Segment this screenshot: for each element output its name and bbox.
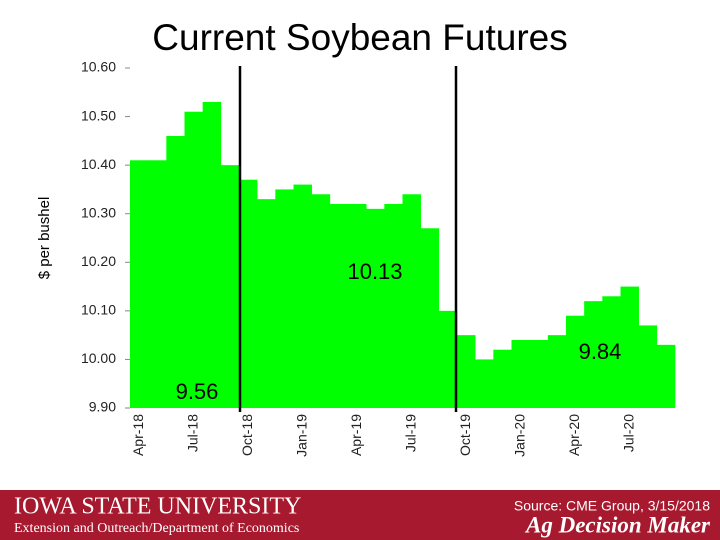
y-tick-label: 10.10 bbox=[81, 302, 116, 318]
source: Source: CME Group, 3/15/2018 bbox=[514, 498, 710, 514]
annotation: 9.84 bbox=[579, 339, 622, 364]
annotation: 9.56 bbox=[176, 379, 219, 404]
y-tick-label: 10.00 bbox=[81, 350, 116, 366]
bar bbox=[329, 204, 349, 408]
bar bbox=[566, 315, 585, 408]
bar bbox=[420, 228, 440, 408]
chart-title: Current Soybean Futures bbox=[152, 17, 567, 58]
y-tick-label: 10.50 bbox=[81, 107, 116, 123]
x-tick-label: Apr-19 bbox=[348, 414, 364, 456]
x-tick-label: Oct-18 bbox=[239, 414, 255, 456]
y-tick-label: 10.60 bbox=[81, 59, 116, 75]
bar bbox=[584, 301, 603, 408]
brand: Ag Decision Maker bbox=[524, 512, 711, 537]
bar bbox=[366, 208, 385, 408]
y-tick-label: 10.20 bbox=[81, 253, 116, 269]
bar bbox=[130, 160, 149, 408]
bar bbox=[202, 102, 222, 408]
footer-bar bbox=[0, 490, 720, 540]
bar bbox=[257, 199, 276, 408]
y-tick-label: 10.40 bbox=[81, 156, 116, 172]
x-tick-label: Oct-19 bbox=[457, 414, 473, 456]
y-tick-label: 10.30 bbox=[81, 204, 116, 220]
plot: Apr-18 Jul-18 Oct-18 Jan-19 Apr-19 Jul-19 Oct-… bbox=[81, 59, 676, 457]
bar bbox=[402, 194, 421, 408]
x-tick-label: Apr-18 bbox=[130, 414, 146, 456]
department: Extension and Outreach/Department of Eco… bbox=[14, 521, 299, 536]
bar bbox=[529, 340, 549, 408]
bar bbox=[656, 344, 676, 408]
x-tick-label: Jan-20 bbox=[511, 414, 527, 457]
bar bbox=[493, 349, 512, 408]
y-axis-label: $ per bushel bbox=[36, 197, 53, 280]
bar bbox=[311, 194, 331, 408]
bar bbox=[184, 111, 203, 408]
x-tick-label: Jul-19 bbox=[402, 414, 418, 452]
bar bbox=[293, 184, 312, 408]
bar bbox=[620, 286, 639, 408]
x-tick-label: Jan-19 bbox=[293, 414, 309, 457]
bar bbox=[511, 340, 530, 408]
bar bbox=[475, 359, 494, 408]
bar bbox=[220, 165, 240, 408]
bar bbox=[166, 136, 185, 408]
bar bbox=[602, 296, 621, 408]
bar bbox=[438, 310, 458, 408]
x-tick-label: Apr-20 bbox=[566, 414, 582, 456]
annotation: 10.13 bbox=[347, 259, 402, 284]
y-tick-label: 9.90 bbox=[89, 399, 116, 415]
bar bbox=[638, 325, 658, 408]
bar bbox=[457, 335, 476, 408]
bar bbox=[384, 204, 403, 408]
x-tick-label: Jul-18 bbox=[184, 414, 200, 452]
bar bbox=[547, 335, 567, 408]
bar bbox=[348, 204, 367, 408]
x-tick-label: Jul-20 bbox=[620, 414, 636, 452]
university-name: Iowa State University bbox=[14, 494, 301, 520]
bar bbox=[275, 189, 294, 408]
bar bbox=[148, 160, 167, 408]
bar bbox=[239, 179, 258, 408]
